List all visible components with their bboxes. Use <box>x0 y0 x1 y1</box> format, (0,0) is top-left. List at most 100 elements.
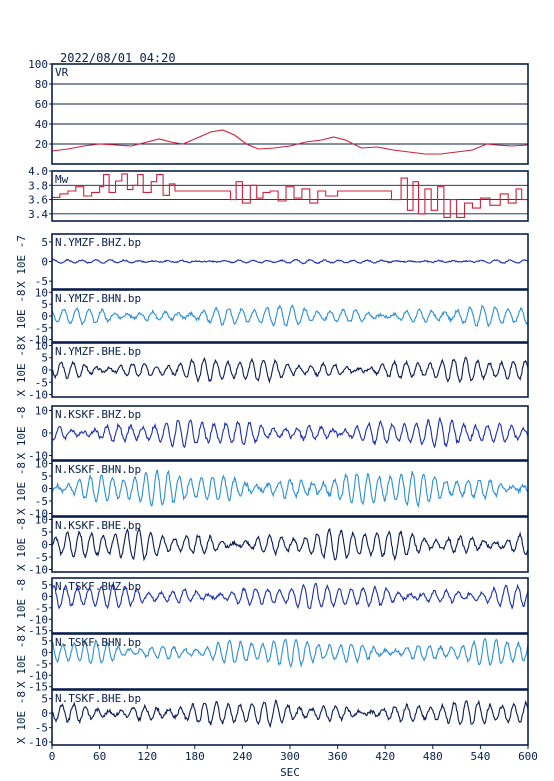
x-tick-label-5: 300 <box>280 750 300 763</box>
trace-5-ytick-label-1: 5 <box>41 470 48 483</box>
trace-6-ytick-label-3: -5 <box>35 551 48 564</box>
vr-series-line <box>51 129 529 155</box>
mw-ytick-label-2: 3.6 <box>28 194 48 207</box>
x-tick-label-8: 480 <box>423 750 443 763</box>
trace-5-ytick-label-2: 0 <box>41 483 48 496</box>
trace-scale-label-7: X 10E -8 <box>15 579 28 632</box>
trace-8-ytick-label-0: 5 <box>41 635 48 648</box>
trace-panel-frame-4 <box>51 405 529 461</box>
vr-ytick-label-0: 100 <box>28 58 48 71</box>
trace-3-ytick-label-1: 5 <box>41 352 48 365</box>
mw-ytick-label-3: 3.4 <box>28 208 48 221</box>
trace-scale-label-6: X 10E -8 <box>15 518 28 571</box>
trace-panel-frame-8 <box>51 633 529 690</box>
trace-2-ytick-label-2: 0 <box>41 310 48 323</box>
trace-label-8: N.TSKF.BHN.bp <box>55 636 141 649</box>
trace-1-ytick-label-0: 5 <box>41 236 48 249</box>
trace-9-ytick-label-0: 5 <box>41 693 48 706</box>
trace-label-9: N.TSKF.BHE.bp <box>55 692 141 705</box>
trace-8-ytick-label-2: -5 <box>35 658 48 671</box>
trace-panel-frame-1 <box>51 233 529 290</box>
trace-waveform-3 <box>51 356 529 384</box>
trace-waveform-5 <box>51 469 529 508</box>
trace-scale-label-5: X 10E -8 <box>15 462 28 515</box>
trace-label-1: N.YMZF.BHZ.bp <box>55 236 141 249</box>
trace-5-ytick-label-4: -10 <box>28 508 48 521</box>
trace-7-ytick-label-3: -10 <box>28 613 48 626</box>
trace-4-ytick-label-2: -10 <box>28 450 48 463</box>
trace-7-ytick-label-0: 5 <box>41 579 48 592</box>
trace-3-ytick-label-3: -5 <box>35 376 48 389</box>
trace-5-ytick-label-0: 10 <box>35 458 48 471</box>
trace-label-3: N.YMZF.BHE.bp <box>55 345 141 358</box>
trace-label-2: N.YMZF.BHN.bp <box>55 292 141 305</box>
trace-label-7: N.TSKF.BHZ.bp <box>55 580 141 593</box>
trace-7-ytick-label-2: -5 <box>35 602 48 615</box>
trace-8-ytick-label-3: -10 <box>28 669 48 682</box>
trace-6-ytick-label-2: 0 <box>41 539 48 552</box>
x-tick-label-2: 120 <box>137 750 157 763</box>
trace-4-ytick-label-0: 10 <box>35 405 48 418</box>
trace-1-ytick-label-1: 0 <box>41 256 48 269</box>
trace-4-ytick-label-1: 0 <box>41 427 48 440</box>
trace-waveform-9 <box>51 699 529 729</box>
trace-waveform-6 <box>51 527 529 562</box>
trace-9-ytick-label-3: -10 <box>28 736 48 749</box>
vr-ytick-label-1: 80 <box>35 78 48 91</box>
trace-7-ytick-label-1: 0 <box>41 590 48 603</box>
trace-3-ytick-label-4: -10 <box>28 389 48 402</box>
trace-3-ytick-label-0: 10 <box>35 339 48 352</box>
vr-panel-frame <box>51 63 529 165</box>
x-tick-label-3: 180 <box>185 750 205 763</box>
x-tick-label-0: 0 <box>49 750 56 763</box>
trace-panel-frame-5 <box>51 460 529 517</box>
trace-9-ytick-label-1: 0 <box>41 707 48 720</box>
trace-scale-label-8: X 10E -8 <box>15 635 28 688</box>
mw-ytick-label-0: 4.0 <box>28 165 48 178</box>
trace-3-ytick-label-2: 0 <box>41 364 48 377</box>
trace-panel-frame-2 <box>51 289 529 343</box>
trace-6-ytick-label-0: 10 <box>35 514 48 527</box>
trace-scale-label-4: X 10E -8 <box>15 407 28 460</box>
trace-2-ytick-label-0: 10 <box>35 286 48 299</box>
trace-2-ytick-label-3: -5 <box>35 322 48 335</box>
timestamp: 2022/08/01 04:20 <box>60 51 176 65</box>
trace-scale-label-9: X 10E -8 <box>15 691 28 744</box>
trace-waveform-2 <box>51 304 529 328</box>
trace-9-ytick-label-2: -5 <box>35 722 48 735</box>
trace-1-ytick-label-2: -5 <box>35 275 48 288</box>
x-tick-label-4: 240 <box>232 750 252 763</box>
trace-5-ytick-label-3: -5 <box>35 495 48 508</box>
trace-8-ytick-label-1: 0 <box>41 646 48 659</box>
x-tick-label-7: 420 <box>375 750 395 763</box>
trace-2-ytick-label-4: -10 <box>28 334 48 347</box>
mw-panel-frame <box>51 170 529 222</box>
x-axis-label: SEC <box>280 766 300 779</box>
mw-panel-label: Mw <box>55 173 69 186</box>
trace-waveform-8 <box>51 637 529 668</box>
mw-series-line <box>52 173 529 218</box>
trace-scale-label-1: X 10E -7 <box>15 235 28 288</box>
trace-6-ytick-label-1: 5 <box>41 526 48 539</box>
trace-waveform-1 <box>52 258 529 265</box>
mw-ytick-label-1: 3.8 <box>28 179 48 192</box>
vr-ytick-label-3: 40 <box>35 118 48 131</box>
trace-panel-frame-3 <box>51 342 529 398</box>
trace-7-ytick-label-4: -15 <box>28 625 48 638</box>
x-tick-label-1: 60 <box>93 750 106 763</box>
trace-scale-label-3: X 10E -8 <box>15 344 28 397</box>
trace-scale-label-2: X 10E -8 <box>15 290 28 343</box>
trace-label-6: N.KSKF.BHE.bp <box>55 519 141 532</box>
x-tick-label-6: 360 <box>328 750 348 763</box>
x-tick-label-9: 540 <box>470 750 490 763</box>
trace-panel-frame-6 <box>51 516 529 573</box>
vr-ytick-label-2: 60 <box>35 98 48 111</box>
trace-8-ytick-label-4: -15 <box>28 681 48 694</box>
trace-6-ytick-label-4: -10 <box>28 564 48 577</box>
trace-panel-frame-7 <box>51 577 529 634</box>
trace-label-5: N.KSKF.BHN.bp <box>55 463 141 476</box>
trace-2-ytick-label-1: 5 <box>41 298 48 311</box>
trace-waveform-4 <box>51 416 529 449</box>
vr-panel-label: VR <box>55 66 69 79</box>
